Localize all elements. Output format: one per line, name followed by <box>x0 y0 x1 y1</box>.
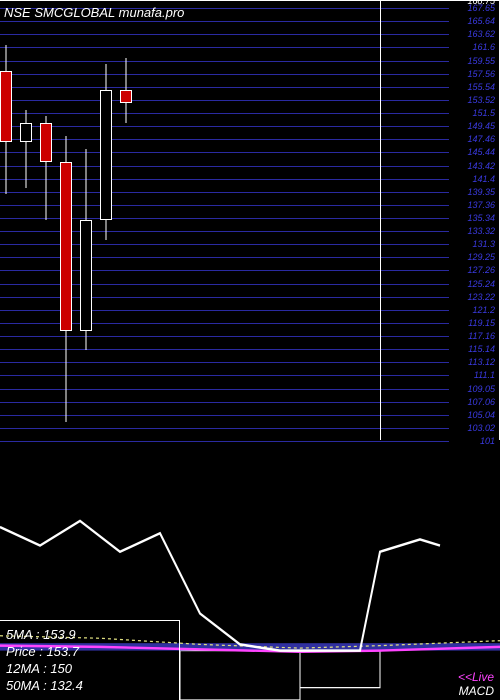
y-axis-label: 145.44 <box>467 147 495 157</box>
gridline <box>0 441 449 442</box>
info-box: 5MA : 153.9 Price : 153.7 12MA : 150 50M… <box>0 620 180 700</box>
vertical-separator <box>380 1 381 440</box>
y-axis-label: 107.06 <box>467 397 495 407</box>
y-axis-label: 163.62 <box>467 29 495 39</box>
y-axis-label: 131.3 <box>472 239 495 249</box>
y-axis-label: 147.46 <box>467 134 495 144</box>
y-axis-label: 157.56 <box>467 69 495 79</box>
y-axis-label: 155.54 <box>467 82 495 92</box>
y-axis-label: 141.4 <box>472 174 495 184</box>
chart-gap <box>0 440 500 490</box>
histo-bar <box>180 651 300 700</box>
macd-indicator: <<Live MACD 5MA : 153.9 Price : 153.7 12… <box>0 490 500 700</box>
live-label: <<Live <box>458 670 494 684</box>
y-axis-label: 143.42 <box>467 161 495 171</box>
y-axis-label: 153.52 <box>467 95 495 105</box>
y-axis: 168.75167.65165.64163.62161.6159.55157.5… <box>447 1 497 440</box>
y-axis-label: 149.45 <box>467 121 495 131</box>
y-axis-label: 161.6 <box>472 42 495 52</box>
y-axis-label: 113.12 <box>468 357 495 367</box>
y-axis-label: 139.35 <box>467 187 495 197</box>
y-axis-label: 159.55 <box>467 56 495 66</box>
y-axis-label: 135.34 <box>467 213 495 223</box>
ma50-value: 50MA : 132.4 <box>6 678 173 695</box>
chart-title: NSE SMCGLOBAL munafa.pro <box>4 5 184 20</box>
y-axis-label: 101 <box>480 436 495 446</box>
y-axis-label: 167.65 <box>467 3 495 13</box>
y-axis-label: 111.1 <box>474 370 495 380</box>
price-value: Price : 153.7 <box>6 644 173 661</box>
y-axis-label: 133.32 <box>467 226 495 236</box>
price-chart: NSE SMCGLOBAL munafa.pro 168.75167.65165… <box>0 0 500 440</box>
histo-bar <box>300 651 380 688</box>
y-axis-label: 151.5 <box>472 108 495 118</box>
y-axis-label: 137.36 <box>467 200 495 210</box>
y-axis-label: 129.25 <box>467 252 495 262</box>
y-axis-label: 125.24 <box>467 279 495 289</box>
y-axis-label: 127.26 <box>467 265 495 275</box>
candlesticks <box>0 1 449 440</box>
y-axis-label: 165.64 <box>467 16 495 26</box>
y-axis-label: 117.16 <box>468 331 495 341</box>
y-axis-label: 115.14 <box>468 344 495 354</box>
ma5-value: 5MA : 153.9 <box>6 627 173 644</box>
y-axis-label: 123.22 <box>467 292 495 302</box>
ma12-value: 12MA : 150 <box>6 661 173 678</box>
y-axis-label: 103.02 <box>467 423 495 433</box>
y-axis-label: 105.04 <box>467 410 495 420</box>
y-axis-label: 119.15 <box>468 318 495 328</box>
y-axis-label: 121.2 <box>472 305 495 315</box>
y-axis-label: 109.05 <box>467 384 495 394</box>
macd-label: MACD <box>459 684 494 698</box>
